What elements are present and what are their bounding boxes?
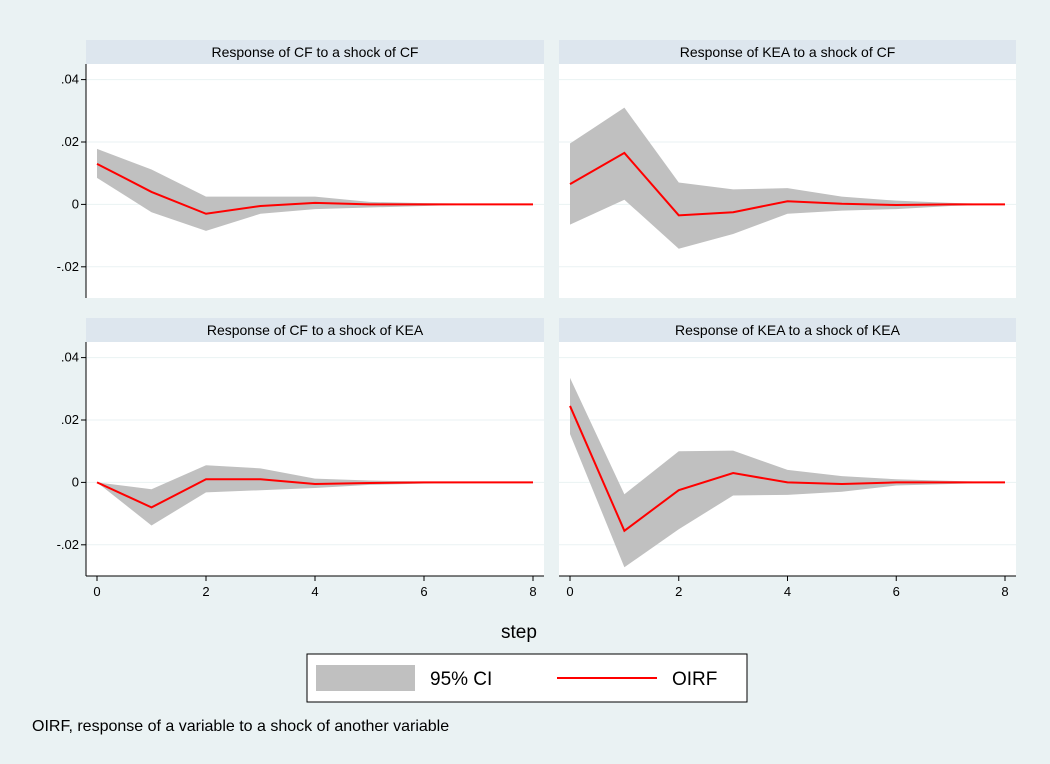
panels-layer: Response of CF to a shock of CF -.02 0 .02.… bbox=[57, 40, 1016, 599]
x-tick-label: 4 bbox=[311, 584, 318, 599]
x-tick-label: 0 bbox=[566, 584, 573, 599]
y-tick-label: .02 bbox=[61, 412, 79, 427]
panel-title: Response of CF to a shock of CF bbox=[212, 44, 419, 60]
oirf-line bbox=[569, 405, 1005, 533]
legend: 95% CI OIRF bbox=[306, 653, 748, 703]
ci-band bbox=[570, 377, 1005, 568]
panel-strip bbox=[559, 318, 1016, 342]
y-tick-label: .02 bbox=[61, 134, 79, 149]
y-tick-label: 0 bbox=[72, 474, 79, 489]
panel-title: Response of KEA to a shock of KEA bbox=[675, 322, 901, 338]
legend-label-oirf: OIRF bbox=[672, 669, 717, 690]
legend-swatch-ci bbox=[316, 665, 415, 691]
x-tick-label: 8 bbox=[529, 584, 536, 599]
panel-1: Response of CF to a shock of CF -.02 0 .02.… bbox=[57, 40, 544, 298]
panel-title: Response of KEA to a shock of CF bbox=[680, 44, 896, 60]
oirf-line bbox=[96, 162, 533, 215]
ci-band bbox=[570, 107, 1005, 249]
x-tick-label: 0 bbox=[93, 584, 100, 599]
oirf-line bbox=[96, 478, 533, 509]
panel-strip bbox=[86, 40, 544, 64]
x-tick-label: 6 bbox=[893, 584, 900, 599]
legend-label-ci: 95% CI bbox=[430, 669, 492, 690]
panel-title: Response of CF to a shock of KEA bbox=[207, 322, 424, 338]
plot-area bbox=[86, 342, 544, 576]
panel-3: Response of CF to a shock of KEA -.02 0 .02… bbox=[57, 318, 544, 599]
panel-strip bbox=[86, 318, 544, 342]
ci-band bbox=[97, 148, 533, 231]
oirf-line bbox=[569, 151, 1005, 217]
y-tick-label: 0 bbox=[72, 196, 79, 211]
x-axis-title: step bbox=[501, 622, 537, 643]
y-tick-label: -.02 bbox=[57, 537, 79, 552]
y-tick-label: .04 bbox=[61, 72, 79, 87]
x-tick-label: 8 bbox=[1001, 584, 1008, 599]
panel-4: Response of KEA to a shock of KEA 0 2 4 6 8 bbox=[559, 318, 1016, 599]
y-tick-label: .04 bbox=[61, 350, 79, 365]
x-tick-label: 2 bbox=[675, 584, 682, 599]
panel-strip bbox=[559, 40, 1016, 64]
x-tick-label: 4 bbox=[784, 584, 791, 599]
y-tick-label: -.02 bbox=[57, 259, 79, 274]
panel-2: Response of KEA to a shock of CF bbox=[559, 40, 1016, 298]
figure-note: OIRF, response of a variable to a shock … bbox=[32, 718, 449, 735]
x-tick-label: 2 bbox=[202, 584, 209, 599]
x-tick-label: 6 bbox=[420, 584, 427, 599]
